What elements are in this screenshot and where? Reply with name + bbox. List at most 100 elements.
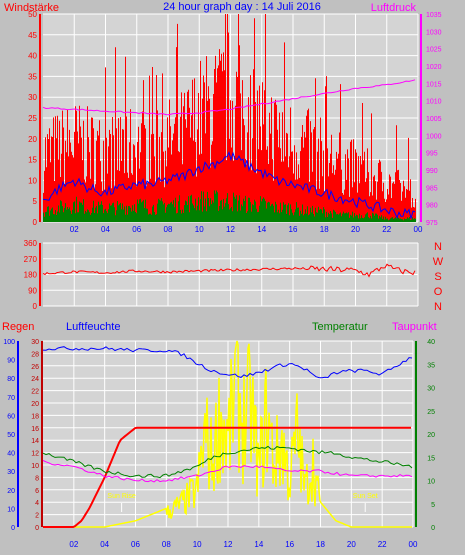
y-tick-label-pressure: 975	[426, 220, 438, 227]
compass-label: O	[434, 286, 443, 298]
y-tick-label-rain: 28	[31, 351, 39, 358]
y-tick-label-humidity: 70	[7, 395, 15, 402]
y-tick-label-pressure: 1020	[426, 64, 442, 71]
x-tick-label: 18	[320, 225, 329, 234]
y-tick-label-rain: 18	[31, 413, 39, 420]
y-tick-label-pressure: 995	[426, 151, 438, 158]
wind-gust-bars	[43, 14, 416, 222]
y-tick-label-rain: 26	[31, 364, 39, 371]
y-tick-label-pressure: 1010	[426, 99, 442, 106]
sun-set-label: Sun Set	[353, 493, 378, 500]
y-tick-label-rain: 22	[31, 389, 39, 396]
y-tick-label-wind: 20	[28, 135, 37, 144]
y-tick-label-humidity: 10	[7, 506, 15, 513]
y-tick-label-humidity: 30	[7, 469, 15, 476]
y-tick-label-pressure: 1015	[426, 81, 442, 88]
y-tick-label-rain: 0	[35, 525, 39, 532]
regen-label: Regen	[2, 321, 34, 333]
y-tick-label-humidity: 80	[7, 376, 15, 383]
x-tick-label: 04	[101, 225, 110, 234]
x-tick-label: 06	[131, 540, 140, 549]
x-tick-label: 22	[378, 540, 387, 549]
luftfeuchte-label: Luftfeuchte	[66, 321, 120, 333]
x-tick-label: 10	[193, 540, 202, 549]
y-tick-label-rain: 30	[31, 339, 39, 346]
x-tick-label: 02	[70, 225, 79, 234]
y-tick-label-direction: 270	[24, 255, 38, 264]
y-tick-label-temperature: 5	[431, 502, 435, 509]
luftdruck-label: Luftdruck	[371, 2, 417, 14]
y-tick-label-temperature: 40	[427, 339, 435, 346]
wind-direction-line	[42, 263, 416, 278]
y-tick-label-wind: 35	[28, 72, 37, 81]
y-tick-label-direction: 90	[28, 286, 37, 295]
chart-title: 24 hour graph day : 14 Juli 2016	[163, 1, 321, 13]
y-tick-label-wind: 15	[28, 156, 37, 165]
x-tick-label: 22	[382, 225, 391, 234]
y-tick-label-rain: 20	[31, 401, 39, 408]
x-tick-label: 04	[100, 540, 109, 549]
wind-mean-bars	[43, 190, 416, 222]
y-tick-label-wind: 0	[33, 218, 38, 227]
y-tick-label-humidity: 20	[7, 488, 15, 495]
x-tick-label: 20	[347, 540, 356, 549]
wind-average-line	[42, 150, 416, 219]
y-tick-label-wind: 45	[28, 31, 37, 40]
x-tick-label: 12	[226, 225, 235, 234]
y-tick-label-rain: 16	[31, 426, 39, 433]
windstaerke-label: Windstärke	[4, 2, 59, 14]
y-tick-label-wind: 25	[28, 114, 37, 123]
y-tick-label-temperature: 35	[427, 362, 435, 369]
y-tick-label-humidity: 60	[7, 413, 15, 420]
y-tick-label-pressure: 1035	[426, 12, 442, 19]
x-tick-label: 20	[351, 225, 360, 234]
x-tick-label: 14	[257, 225, 266, 234]
humidity-line	[42, 346, 413, 379]
y-tick-label-humidity: 90	[7, 358, 15, 365]
y-tick-label-wind: 30	[28, 93, 37, 102]
y-tick-label-wind: 50	[28, 10, 37, 19]
rain-line	[43, 426, 411, 528]
y-tick-label-temperature: 30	[427, 386, 435, 393]
y-tick-label-rain: 4	[35, 500, 39, 507]
sun-rise-label: Sun Rise	[107, 493, 136, 500]
dewpoint-line	[42, 460, 413, 483]
y-tick-label-temperature: 15	[427, 455, 435, 462]
y-tick-label-rain: 6	[35, 488, 39, 495]
pressure-line	[42, 79, 416, 116]
y-tick-label-rain: 8	[35, 475, 39, 482]
solar-line	[43, 340, 412, 528]
y-tick-label-rain: 24	[31, 376, 39, 383]
x-tick-label: 06	[132, 225, 141, 234]
y-tick-label-temperature: 20	[427, 432, 435, 439]
y-tick-label-pressure: 985	[426, 185, 438, 192]
y-tick-label-direction: 0	[33, 302, 38, 311]
y-tick-label-direction: 360	[24, 239, 38, 248]
y-tick-label-humidity: 0	[11, 525, 15, 532]
compass-label: W	[433, 256, 444, 268]
x-tick-label: 02	[69, 540, 78, 549]
y-tick-label-pressure: 1005	[426, 116, 442, 123]
y-tick-label-pressure: 980	[426, 203, 438, 210]
y-tick-label-wind: 40	[28, 52, 37, 61]
x-tick-label: 00	[409, 540, 418, 549]
y-tick-label-rain: 10	[31, 463, 39, 470]
y-tick-label-wind: 10	[28, 176, 37, 185]
taupunkt-label: Taupunkt	[392, 321, 437, 333]
y-tick-label-pressure: 1030	[426, 29, 442, 36]
x-tick-label: 12	[224, 540, 233, 549]
y-tick-label-rain: 2	[35, 513, 39, 520]
y-tick-label-rain: 12	[31, 451, 39, 458]
compass-label: S	[434, 271, 441, 283]
y-tick-label-temperature: 10	[427, 479, 435, 486]
y-tick-label-temperature: 0	[431, 525, 435, 532]
x-tick-label: 16	[289, 225, 298, 234]
x-tick-label: 08	[164, 225, 173, 234]
y-tick-label-direction: 180	[24, 271, 38, 280]
compass-label: N	[434, 241, 442, 253]
x-tick-label: 18	[316, 540, 325, 549]
x-tick-label: 00	[414, 225, 423, 234]
temperatur-label: Temperatur	[312, 321, 368, 333]
compass-label: N	[434, 301, 442, 313]
